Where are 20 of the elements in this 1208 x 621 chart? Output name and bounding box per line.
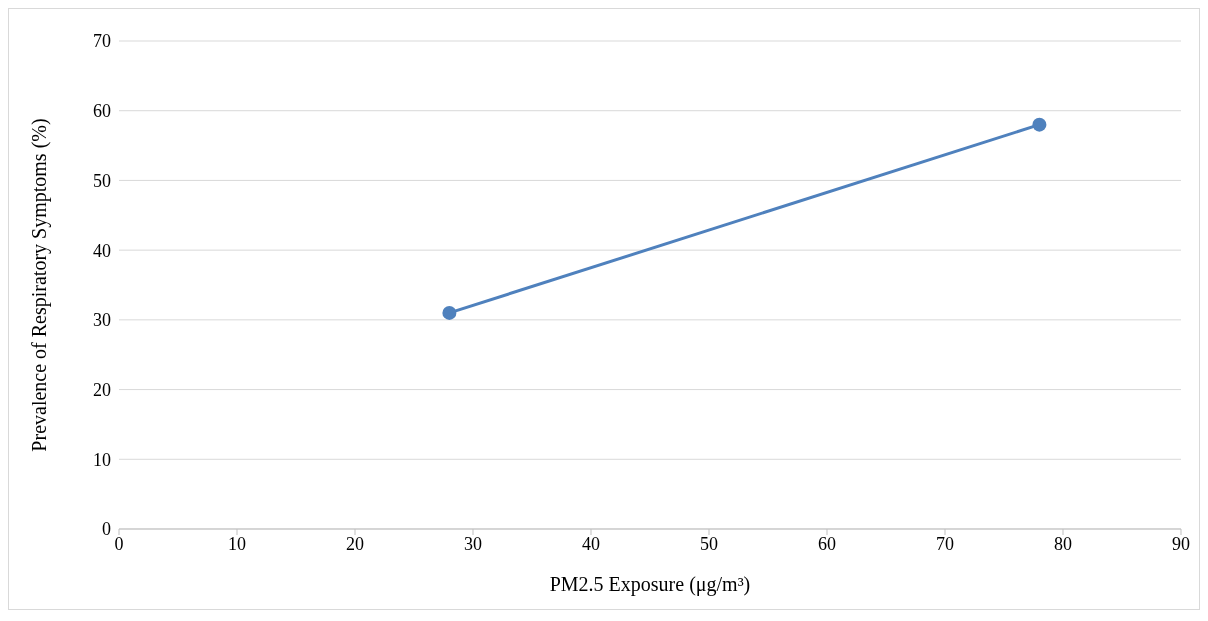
x-axis-title: PM2.5 Exposure (μg/m³)	[549, 573, 751, 596]
y-tick-label: 60	[93, 101, 111, 122]
x-tick-label: 50	[700, 533, 718, 554]
y-axis-title: Prevalence of Respiratory Symptoms (%)	[28, 118, 52, 452]
y-tick-label: 10	[93, 449, 111, 470]
y-tick-label: 0	[102, 519, 111, 540]
y-tick-label: 50	[93, 170, 111, 191]
x-tick-label: 30	[464, 533, 482, 554]
x-tick-label: 40	[582, 533, 600, 554]
x-tick-label: 60	[818, 533, 836, 554]
y-tick-label: 20	[93, 379, 111, 400]
y-tick-label: 40	[93, 240, 111, 261]
x-tick-label: 80	[1054, 533, 1072, 554]
x-tick-label: 0	[114, 533, 124, 554]
x-tick-label: 10	[228, 533, 246, 554]
x-tick-label: 70	[936, 533, 954, 554]
y-tick-label: 30	[93, 310, 111, 331]
x-tick-label: 20	[346, 533, 364, 554]
x-tick-label: 90	[1172, 533, 1190, 554]
y-tick-label: 70	[93, 31, 111, 52]
